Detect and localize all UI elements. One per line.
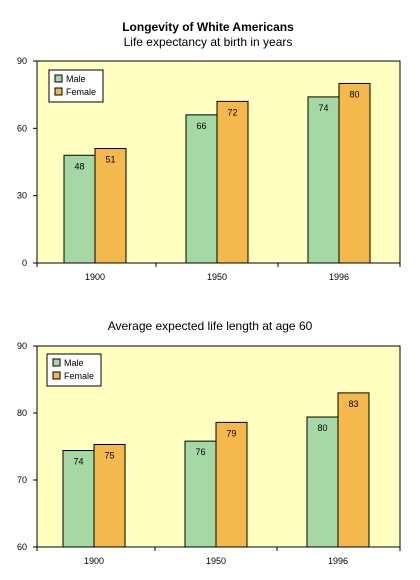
chart-2-female-value-label: 83 xyxy=(348,399,358,409)
chart-2-male-bar-1996 xyxy=(306,416,339,548)
chart-1-male-value-label: 66 xyxy=(196,121,206,131)
chart-1-subtitle: Life expectancy at birth in years xyxy=(124,35,293,49)
chart-1-x-tick-label: 1900 xyxy=(85,272,105,282)
chart-1-female-bar-1996 xyxy=(338,82,371,264)
chart-1-female-bar-1900 xyxy=(94,148,127,264)
chart-1-y-tick-label: 0 xyxy=(22,258,27,268)
chart-2-plot: 60 70 80 90 74 75 1900 76 79 1950 80 83 1996 Male Fema… xyxy=(17,341,401,566)
chart-2-x-tick-label: 1950 xyxy=(206,556,226,566)
chart-2-y-tick-label: 80 xyxy=(17,408,27,418)
chart-1-y-tick-label: 60 xyxy=(17,123,27,133)
chart-2-x-tick-label: 1900 xyxy=(84,556,104,566)
chart-1-legend-label-female: Female xyxy=(66,87,96,97)
chart-1-male-bar-1950 xyxy=(185,114,218,264)
chart-2-male-value-label: 80 xyxy=(317,423,327,433)
chart-2-female-bar-1950 xyxy=(215,421,248,548)
chart-1-male-bar-1996 xyxy=(307,96,340,264)
chart-2-male-value-label: 76 xyxy=(195,447,205,457)
chart-1-legend-label-male: Male xyxy=(66,74,86,84)
chart-2-male-value-label: 74 xyxy=(73,457,83,467)
chart-2-female-bar-1996 xyxy=(337,392,370,548)
chart-2-y-tick-label: 70 xyxy=(17,475,27,485)
chart-1-x-tick-label: 1950 xyxy=(207,272,227,282)
chart-1-female-bar-1950 xyxy=(216,100,249,264)
chart-1-legend-swatch-male xyxy=(54,74,63,83)
chart-2-legend-label-male: Male xyxy=(64,358,84,368)
chart-2-legend-swatch-female xyxy=(52,371,61,380)
chart-1-female-value-label: 80 xyxy=(349,89,359,99)
chart-1-y-tick-label: 30 xyxy=(17,191,27,201)
chart-1-legend-swatch-female xyxy=(54,87,63,96)
chart-2-y-tick-label: 90 xyxy=(17,341,27,351)
chart-1-y-tick-label: 90 xyxy=(17,56,27,66)
chart-2-legend-label-female: Female xyxy=(64,371,94,381)
chart-1-x-tick-label: 1996 xyxy=(329,272,349,282)
chart-2-subtitle: Average expected life length at age 60 xyxy=(108,319,313,333)
chart-1-title: Longevity of White Americans xyxy=(122,20,294,34)
chart-1-male-value-label: 74 xyxy=(318,103,328,113)
chart-1-male-bar-1900 xyxy=(63,154,96,264)
chart-2-legend-swatch-male xyxy=(52,358,61,367)
chart-2-female-bar-1900 xyxy=(93,443,126,548)
chart-1-female-value-label: 72 xyxy=(227,107,237,117)
chart-2-female-value-label: 79 xyxy=(226,428,236,438)
chart-1-plot: 0 30 60 90 48 51 1900 66 72 1950 74 80 1996 Male Femal… xyxy=(17,56,401,282)
chart-2-female-value-label: 75 xyxy=(104,450,114,460)
chart-2-y-tick-label: 60 xyxy=(17,542,27,552)
chart-1-female-value-label: 51 xyxy=(105,155,115,165)
chart-1-male-value-label: 48 xyxy=(74,161,84,171)
chart-2-male-bar-1950 xyxy=(184,440,217,548)
chart-2-x-tick-label: 1996 xyxy=(328,556,348,566)
